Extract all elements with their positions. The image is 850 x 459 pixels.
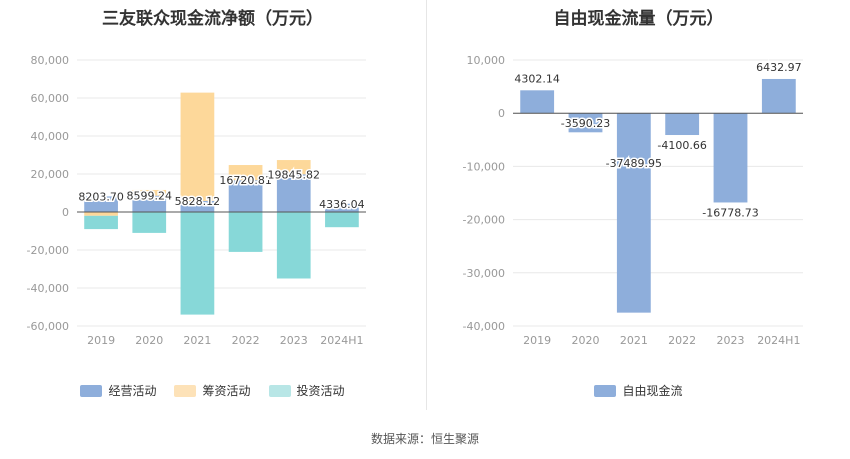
legend-label: 经营活动 — [108, 384, 157, 398]
bar[interactable] — [520, 90, 555, 114]
y-tick-label: -60,000 — [27, 320, 69, 333]
bar[interactable] — [761, 78, 796, 114]
panel-divider — [426, 0, 427, 410]
legend: 自由现金流 — [427, 382, 850, 399]
x-tick-label: 2021 — [620, 334, 648, 347]
legend-item-free-cash-flow[interactable]: 自由现金流 — [594, 382, 683, 399]
data-label: 8203.70 — [78, 190, 124, 203]
data-label: 8599.24 — [127, 190, 173, 203]
y-tick-label: 20,000 — [31, 168, 70, 181]
y-tick-label: -10,000 — [463, 160, 505, 173]
legend-label: 自由现金流 — [622, 384, 683, 398]
data-label: 19845.82 — [268, 168, 321, 181]
net-cash-flow-chart: 80,000 60,000 40,000 20,000 0 -20,000 -40,000 -… — [27, 54, 367, 347]
x-tick-label: 2023 — [280, 334, 308, 347]
x-tick-label: 2019 — [87, 334, 115, 347]
bar[interactable] — [84, 196, 118, 212]
bar[interactable] — [228, 180, 263, 212]
legend-swatch — [80, 384, 103, 397]
data-label: 4302.14 — [514, 72, 560, 85]
y-tick-label: 0 — [62, 206, 69, 219]
bar[interactable] — [276, 160, 311, 175]
bar[interactable] — [180, 212, 215, 315]
data-source: 数据来源：恒生聚源 — [370, 432, 479, 446]
legend-item-financing[interactable]: 筹资活动 — [174, 382, 251, 399]
y-tick-label: -30,000 — [463, 267, 505, 280]
legend-item-investing[interactable]: 投资活动 — [268, 382, 345, 399]
x-tick-label: 2020 — [135, 334, 163, 347]
y-tick-label: 10,000 — [467, 54, 506, 67]
y-tick-label: -40,000 — [463, 320, 505, 333]
x-tick-label: 2019 — [523, 334, 551, 347]
right-chart-panel: 自由现金流量（万元） 10,000 0 -10,000 -20,000 -30,000 -… — [427, 0, 850, 410]
bar[interactable] — [616, 113, 651, 313]
bar[interactable] — [132, 195, 167, 212]
data-label: -37489.95 — [606, 157, 662, 170]
bar[interactable] — [228, 212, 263, 252]
bar[interactable] — [84, 215, 118, 230]
bar[interactable] — [180, 200, 215, 212]
bar[interactable] — [84, 212, 118, 216]
bar[interactable] — [713, 113, 748, 203]
free-cash-flow-chart: 10,000 0 -10,000 -20,000 -30,000 -40,000 2019 2… — [463, 54, 804, 347]
data-label: -16778.73 — [702, 206, 758, 219]
data-label: 5828.12 — [175, 195, 221, 208]
legend-swatch — [268, 384, 291, 397]
y-tick-label: 80,000 — [31, 54, 70, 67]
bar[interactable] — [325, 203, 359, 212]
y-tick-label: -20,000 — [27, 244, 69, 257]
data-label: -4100.66 — [657, 139, 706, 152]
x-tick-label: 2023 — [717, 334, 745, 347]
x-tick-label: 2020 — [572, 334, 600, 347]
bar[interactable] — [325, 212, 359, 228]
data-label: -3590.23 — [561, 117, 610, 130]
bar[interactable] — [665, 113, 700, 136]
legend: 经营活动 筹资活动 投资活动 — [0, 382, 425, 399]
bar[interactable] — [132, 189, 167, 196]
x-tick-label: 2024H1 — [757, 334, 800, 347]
bar[interactable] — [180, 92, 215, 201]
bar[interactable] — [228, 165, 263, 181]
legend-swatch — [174, 384, 197, 397]
chart-title: 三友联众现金流净额（万元） — [102, 9, 323, 29]
x-tick-label: 2021 — [183, 334, 211, 347]
y-tick-label: 40,000 — [31, 130, 70, 143]
left-chart-panel: 三友联众现金流净额（万元） 80,000 60,000 40,000 20,000 0 -… — [0, 0, 425, 410]
data-label: 6432.97 — [756, 61, 802, 74]
chart-title: 自由现金流量（万元） — [553, 9, 724, 29]
legend-label: 筹资活动 — [202, 384, 251, 398]
bar[interactable] — [276, 212, 311, 279]
data-label: 4336.04 — [319, 198, 365, 211]
bar[interactable] — [568, 113, 603, 133]
legend-item-operating[interactable]: 经营活动 — [80, 382, 156, 399]
data-label: 16720.81 — [219, 174, 272, 187]
bar[interactable] — [132, 212, 167, 233]
y-tick-label: 60,000 — [31, 92, 70, 105]
x-tick-label: 2022 — [232, 334, 260, 347]
legend-label: 投资活动 — [296, 384, 345, 398]
x-tick-label: 2022 — [668, 334, 696, 347]
y-tick-label: 0 — [498, 107, 505, 120]
x-tick-label: 2024H1 — [320, 334, 363, 347]
legend-swatch — [594, 384, 617, 397]
y-tick-label: -40,000 — [27, 282, 69, 295]
y-tick-label: -20,000 — [463, 214, 505, 227]
bar[interactable] — [276, 174, 311, 212]
